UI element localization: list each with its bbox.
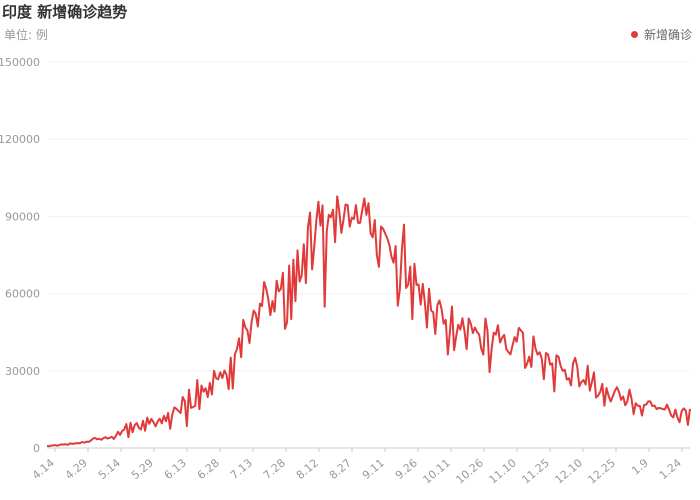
y-axis: 0 30000 60000 90000 120000 150000: [0, 56, 40, 455]
x-tick-label: 6.28: [195, 456, 222, 482]
x-tick-label: 4.14: [30, 456, 57, 482]
x-tick-label: 12.10: [552, 456, 584, 486]
x-tick-label: 4.29: [63, 456, 90, 482]
x-tick-label: 12.25: [585, 456, 617, 486]
x-tick-label: 7.28: [261, 456, 288, 482]
x-tick-label: 5.29: [129, 456, 156, 482]
x-tick-label: 5.14: [96, 456, 123, 482]
x-tick-label: 8.27: [327, 456, 354, 482]
legend-label: 新增确诊: [643, 28, 692, 42]
unit-label: 单位: 例: [4, 28, 48, 42]
y-tick-label: 60000: [5, 288, 40, 301]
grid-layer: [47, 61, 690, 449]
x-tick-label: 7.13: [228, 456, 255, 482]
y-tick-label: 150000: [0, 56, 40, 69]
y-tick-label: 120000: [0, 133, 40, 146]
x-tick-label: 10.26: [453, 456, 485, 486]
x-tick-label: 1.24: [657, 456, 684, 482]
x-tick-label: 9.26: [393, 456, 420, 482]
x-tick-label: 10.11: [420, 456, 452, 486]
legend-marker: [630, 31, 638, 38]
y-tick-label: 90000: [5, 210, 40, 223]
x-tick-label: 9.11: [360, 456, 387, 482]
y-tick-label: 30000: [5, 365, 40, 378]
x-tick-label: 1.9: [629, 456, 651, 477]
x-tick-label: 6.13: [162, 456, 189, 482]
series-layer: [46, 195, 691, 448]
legend[interactable]: 新增确诊: [630, 26, 692, 43]
x-tick-label: 8.12: [294, 456, 321, 482]
series-line-new-cases[interactable]: [46, 195, 691, 448]
y-tick-label: 0: [33, 442, 40, 455]
chart-title: 印度 新增确诊趋势: [2, 3, 128, 21]
x-axis: 4.14 4.29 5.14 5.29 6.13 6.28 7.13 7.28 8.12 8.27…: [30, 448, 684, 487]
x-tick-label: 11.10: [486, 456, 518, 486]
x-tick-label: 11.25: [519, 456, 551, 486]
